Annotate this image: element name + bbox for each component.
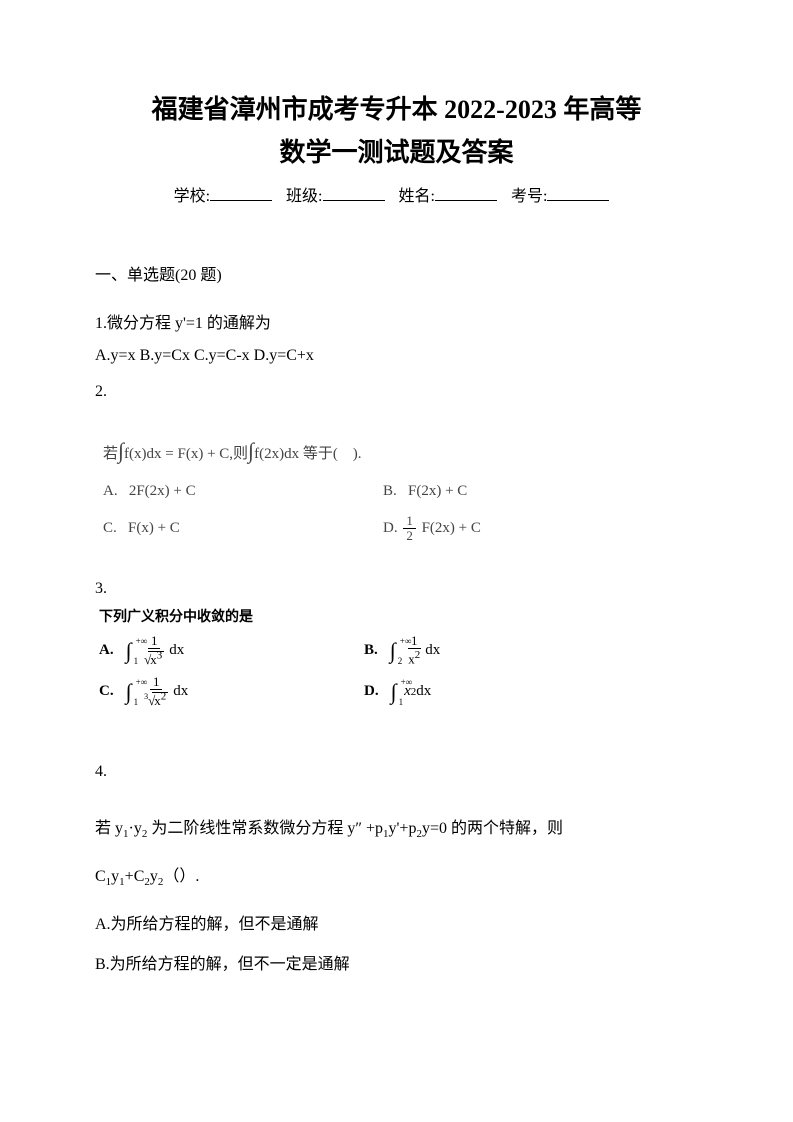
title-line2: 数学一测试题及答案 bbox=[95, 133, 698, 172]
q3-title: 下列广义积分中收敛的是 bbox=[99, 606, 698, 626]
info-line: 学校: 班级: 姓名: 考号: bbox=[95, 182, 698, 206]
q2-optA: A. 2F(2x) + C bbox=[103, 475, 383, 508]
q4-number: 4. bbox=[95, 763, 698, 781]
q2-math: 若∫f(x)dx = F(x) + C,则∫f(2x)dx 等于( ). A. … bbox=[103, 427, 698, 545]
dx: dx bbox=[173, 683, 188, 700]
q1-options: A.y=x B.y=Cx C.y=C-x D.y=C+x bbox=[95, 347, 698, 365]
q2-optD-suffix: F(2x) + C bbox=[422, 520, 481, 536]
q2-optC: C. F(x) + C bbox=[103, 512, 383, 545]
q2-stem-prefix: 若 bbox=[103, 446, 118, 462]
q3-row2: C. ∫+∞1 13√x2 dx D. ∫+∞1 x2dx bbox=[95, 675, 698, 708]
fraction-half: 12 bbox=[403, 514, 416, 544]
q2-number: 2. bbox=[95, 383, 698, 401]
examid-label: 考号: bbox=[511, 188, 547, 205]
class-blank bbox=[323, 200, 385, 201]
q4-t1-a: 若 y bbox=[95, 820, 123, 837]
name-blank bbox=[435, 200, 497, 201]
q4-t2-c: +C bbox=[125, 868, 145, 885]
q2-stem-suffix: f(2x)dx 等于( ). bbox=[254, 446, 361, 462]
q4-t2-d: y bbox=[150, 868, 158, 885]
q3-block: 3. 下列广义积分中收敛的是 A. ∫+∞1 1√x3 dx B. ∫+∞2 1… bbox=[95, 580, 698, 708]
q2-optD-prefix: D. bbox=[383, 520, 398, 536]
q4-block: 4. 若 y1·y2 为二阶线性常系数微分方程 y″ +p1y'+p2y=0 的… bbox=[95, 763, 698, 985]
q2-optB: B. F(2x) + C bbox=[383, 475, 698, 508]
q4-text-line2: C1y1+C2y2（）. bbox=[95, 857, 698, 897]
q4-t2-a: C bbox=[95, 868, 106, 885]
q4-t2-b: y bbox=[111, 868, 119, 885]
integral-icon: ∫ bbox=[118, 427, 124, 475]
q2-stem-mid: f(x)dx = F(x) + C,则 bbox=[124, 446, 248, 462]
class-label: 班级: bbox=[286, 188, 322, 205]
dx: dx bbox=[416, 683, 431, 700]
q2-stem: 若∫f(x)dx = F(x) + C,则∫f(2x)dx 等于( ). bbox=[103, 427, 698, 475]
dx: dx bbox=[169, 642, 184, 659]
q3-optB: B. ∫+∞2 1x2 dx bbox=[360, 634, 440, 667]
integral-icon: ∫ bbox=[248, 427, 254, 475]
q2-options-row1: A. 2F(2x) + C B. F(2x) + C bbox=[103, 475, 698, 508]
school-blank bbox=[210, 200, 272, 201]
q4-optB: B.为所给方程的解，但不一定是通解 bbox=[95, 945, 698, 985]
examid-blank bbox=[547, 200, 609, 201]
q4-t1-e: y=0 的两个特解，则 bbox=[422, 820, 563, 837]
q2-optD: D. 12 F(2x) + C bbox=[383, 512, 698, 545]
section1-title: 一、单选题(20 题) bbox=[95, 261, 698, 285]
q3-labelC: C. bbox=[99, 683, 114, 700]
q4-t1-d: y'+p bbox=[389, 820, 417, 837]
q4-t1-b: ·y bbox=[129, 820, 142, 837]
integral-icon: ∫+∞1 bbox=[126, 638, 132, 664]
q4-optA: A.为所给方程的解，但不是通解 bbox=[95, 905, 698, 945]
title-line1: 福建省漳州市成考专升本 2022-2023 年高等 bbox=[95, 90, 698, 129]
name-label: 姓名: bbox=[399, 188, 435, 205]
q3-number: 3. bbox=[95, 580, 698, 598]
q4-t2-e: （）. bbox=[163, 868, 199, 885]
q3-optA: A. ∫+∞1 1√x3 dx bbox=[95, 634, 360, 667]
dx: dx bbox=[425, 642, 440, 659]
q4-text-line1: 若 y1·y2 为二阶线性常系数微分方程 y″ +p1y'+p2y=0 的两个特… bbox=[95, 809, 698, 849]
q3-row1: A. ∫+∞1 1√x3 dx B. ∫+∞2 1x2 dx bbox=[95, 634, 698, 667]
q3-labelB: B. bbox=[364, 642, 378, 659]
q3-options: A. ∫+∞1 1√x3 dx B. ∫+∞2 1x2 dx C. ∫+∞1 1… bbox=[95, 634, 698, 708]
integral-icon: ∫+∞1 bbox=[126, 679, 132, 705]
q3-labelD: D. bbox=[364, 683, 379, 700]
integral-icon: ∫+∞1 bbox=[391, 679, 397, 705]
q4-t1-c: 为二阶线性常系数微分方程 y″ +p bbox=[147, 820, 383, 837]
q2-options-row2: C. F(x) + C D. 12 F(2x) + C bbox=[103, 512, 698, 545]
q1-text: 1.微分方程 y'=1 的通解为 bbox=[95, 310, 698, 339]
school-label: 学校: bbox=[174, 188, 210, 205]
q3-optD: D. ∫+∞1 x2dx bbox=[360, 679, 431, 705]
integral-icon: ∫+∞2 bbox=[390, 638, 396, 664]
q3-labelA: A. bbox=[99, 642, 114, 659]
q3-optC: C. ∫+∞1 13√x2 dx bbox=[95, 675, 360, 708]
